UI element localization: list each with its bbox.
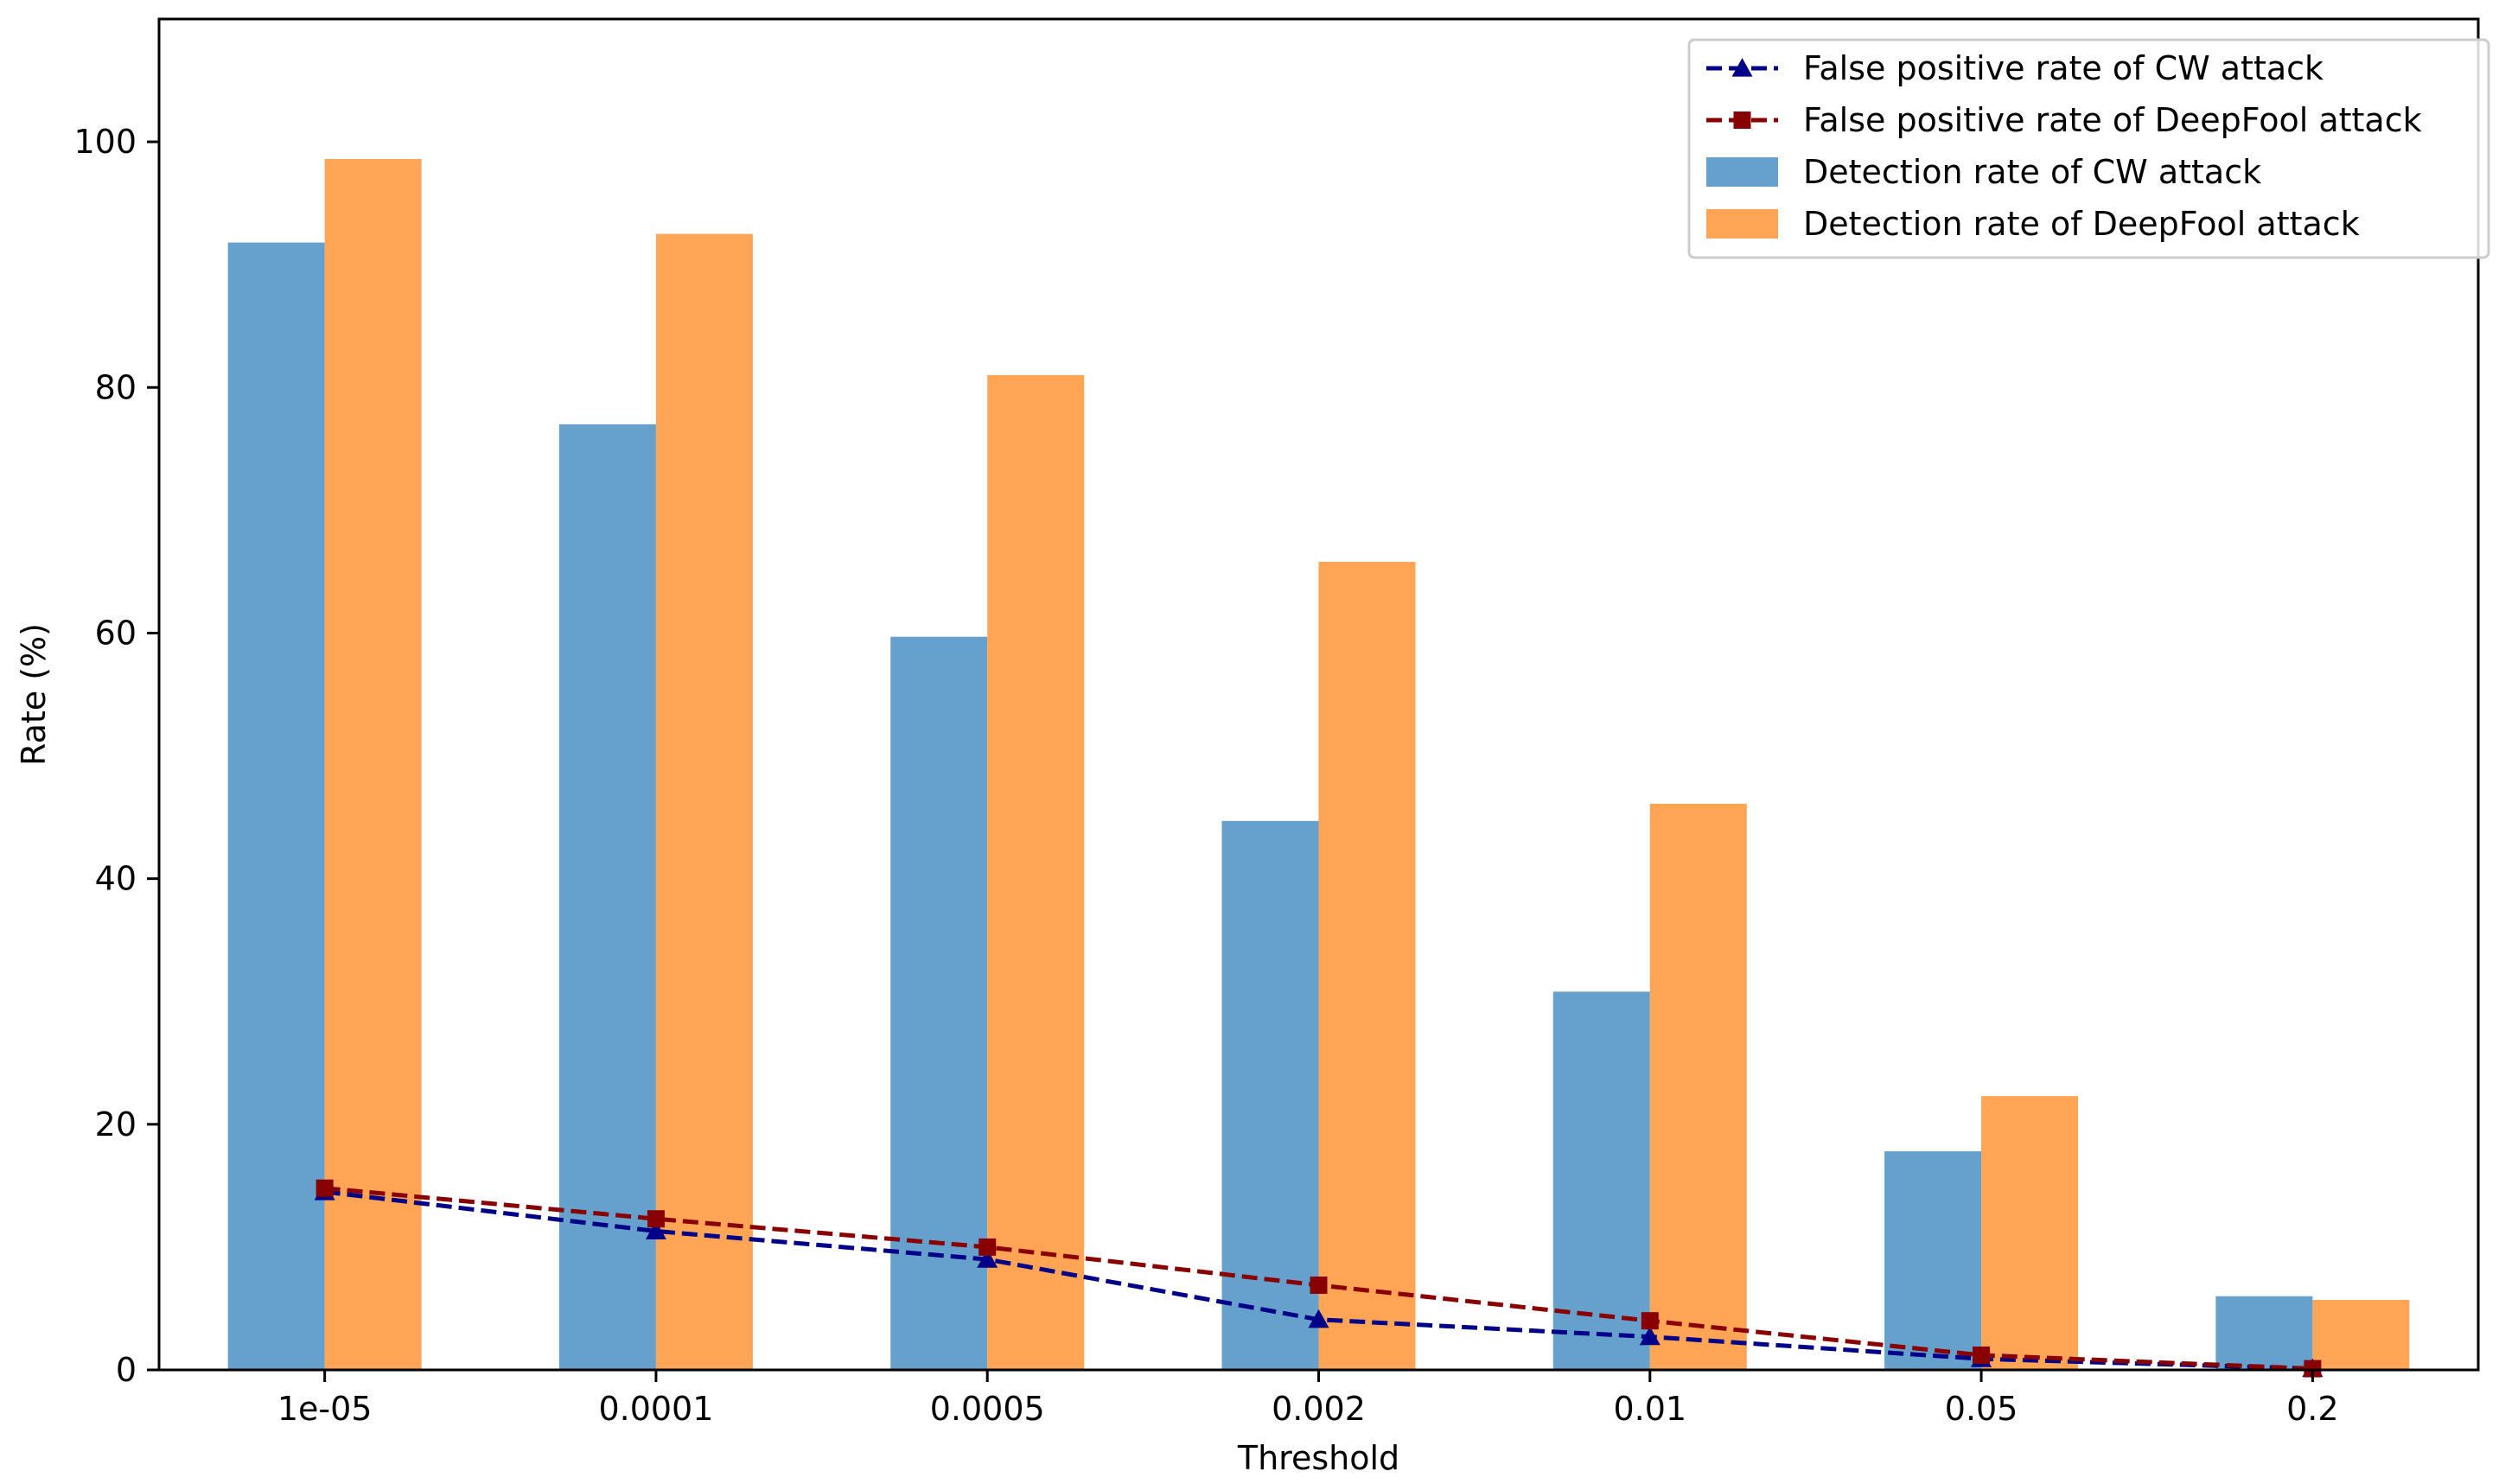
legend: False positive rate of CW attack False po… [1687,38,2490,259]
x-tick-label-3: 0.002 [1272,1390,1366,1428]
bar-cw-detection-3 [1221,820,1319,1370]
x-tick-label-1: 0.0001 [598,1390,713,1428]
x-tick-label-2: 0.0005 [930,1390,1045,1428]
y-tick-label-40: 40 [95,860,137,898]
bar-deepfool-detection-1 [655,233,753,1371]
bar-cw-detection-2 [890,636,988,1370]
legend-label-1: False positive rate of DeepFool attack [1803,101,2422,139]
bar-deepfool-detection-3 [1318,562,1416,1370]
x-tick-label-5: 0.05 [1945,1390,2018,1428]
bars-layer [227,158,2410,1371]
point-deepfool-false-positive-0 [316,1179,334,1197]
x-tick-label-0: 1e-05 [277,1390,373,1428]
lines-layer [314,1179,2324,1378]
y-tick-label-60: 60 [95,614,137,652]
legend-label-0: False positive rate of CW attack [1803,49,2324,87]
axes-layer: 0 20 40 60 80 100 1e-05 0.0001 0.0005 0.002 0.01 0.… [73,123,2338,1428]
x-axis-label: Threshold [1237,1439,1399,1477]
y-tick-label-0: 0 [116,1351,137,1389]
point-deepfool-false-positive-5 [1973,1346,1991,1364]
legend-swatch-3 [1706,209,1778,239]
point-deepfool-false-positive-1 [647,1210,665,1228]
bar-cw-detection-6 [2215,1296,2313,1370]
legend-label-2: Detection rate of CW attack [1803,153,2261,191]
point-cw-false-positive-1 [645,1220,666,1240]
legend-box [1687,38,2490,259]
y-tick-label-80: 80 [95,368,137,406]
y-axis-label: Rate (%) [15,623,53,766]
y-tick-label-20: 20 [95,1105,137,1143]
bar-deepfool-detection-2 [987,375,1085,1371]
x-tick-label-6: 0.2 [2286,1390,2338,1428]
x-tick-label-4: 0.01 [1613,1390,1686,1428]
bar-deepfool-detection-5 [1981,1096,2079,1370]
bar-deepfool-detection-6 [2312,1300,2410,1370]
point-deepfool-false-positive-3 [1310,1276,1328,1294]
legend-label-3: Detection rate of DeepFool attack [1803,205,2360,243]
legend-swatch-2 [1706,157,1778,187]
bar-cw-detection-4 [1552,991,1650,1370]
point-deepfool-false-positive-2 [979,1238,997,1256]
point-cw-false-positive-2 [977,1249,998,1268]
y-tick-label-100: 100 [73,123,137,161]
legend-marker-1 [1733,111,1751,129]
legend-marker-0 [1731,58,1753,77]
bar-deepfool-detection-0 [324,158,422,1370]
point-cw-false-positive-4 [1639,1326,1661,1346]
bar-deepfool-detection-4 [1649,803,1747,1370]
point-deepfool-false-positive-4 [1641,1312,1659,1330]
bar-cw-detection-5 [1884,1151,1982,1370]
bar-cw-detection-0 [227,242,325,1370]
point-cw-false-positive-3 [1308,1309,1329,1328]
